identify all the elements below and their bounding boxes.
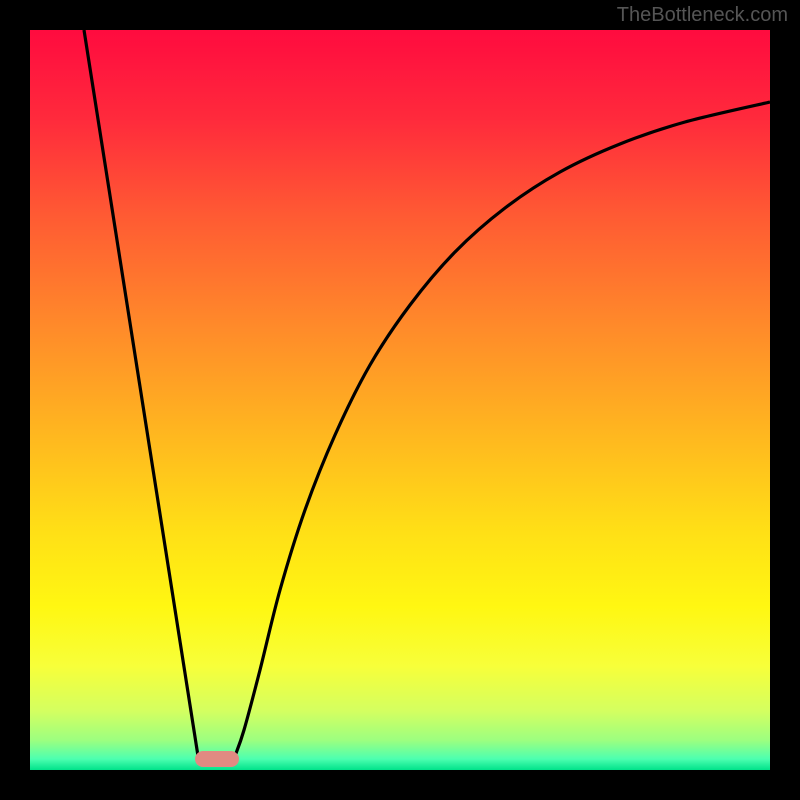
bottleneck-curve: [30, 30, 770, 770]
bottleneck-chart: TheBottleneck.com: [0, 0, 800, 800]
watermark-text: TheBottleneck.com: [617, 4, 788, 27]
plot-area: [30, 30, 770, 770]
optimal-point-marker: [195, 751, 239, 767]
